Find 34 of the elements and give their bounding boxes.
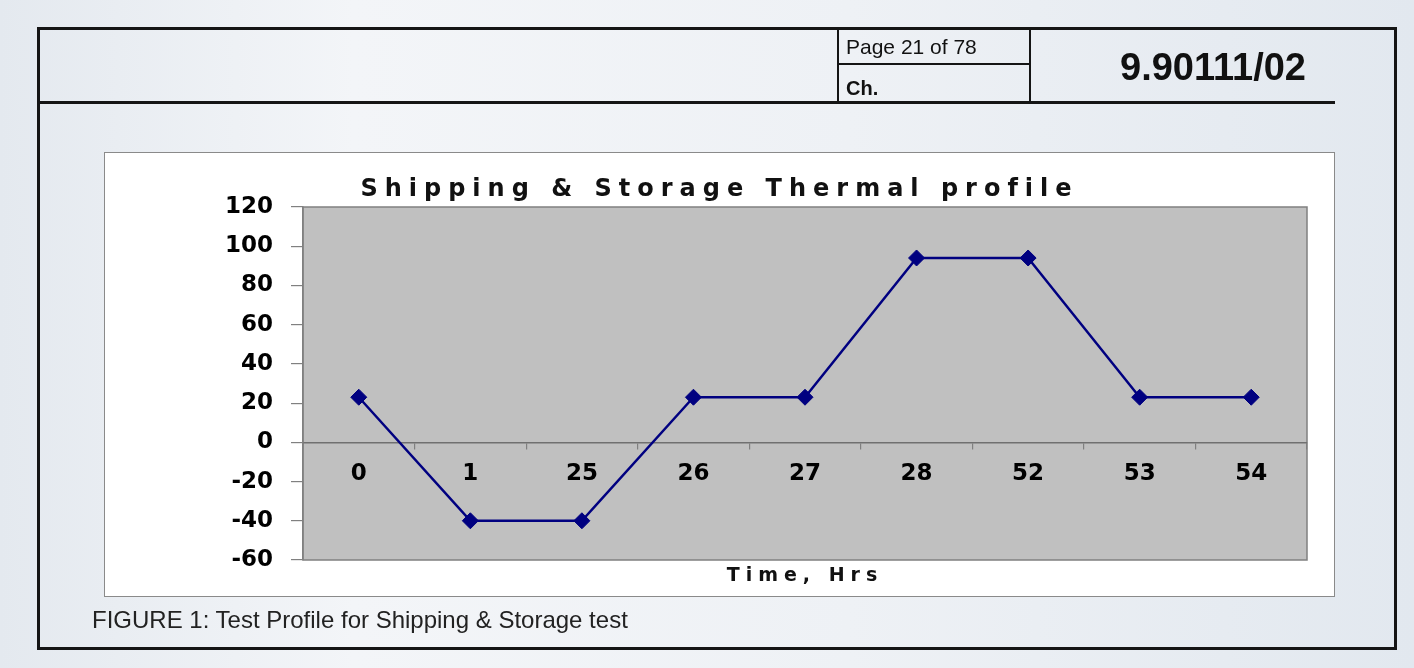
- point: [684, 388, 702, 406]
- y-tick-label: 100: [224, 231, 273, 258]
- x-tick-label: 27: [788, 459, 822, 486]
- x-tick-label: 25: [565, 459, 598, 486]
- y-tick-label: 120: [224, 191, 273, 218]
- x-tick-label: 52: [1012, 459, 1045, 486]
- y-tick-label: 80: [240, 270, 273, 297]
- x-tick-label: 53: [1123, 459, 1156, 486]
- caption: FIGURE 1: Test Profile for Shipping & Storage test: [92, 606, 628, 634]
- x-tick-label: 26: [677, 459, 710, 486]
- x-tick-label: 54: [1235, 459, 1268, 486]
- text: Ch.: [846, 76, 879, 100]
- chart-title: Shipping & Storage Thermal profile: [360, 174, 1079, 202]
- y-tick-label: -40: [231, 505, 273, 532]
- point: [461, 512, 479, 530]
- point: [1131, 388, 1149, 406]
- point: [1019, 249, 1037, 267]
- y-tick-label: 20: [240, 388, 273, 415]
- text: Page 21 of 78: [846, 35, 977, 59]
- y-tick-label: 40: [240, 348, 273, 375]
- y-tick-label: -60: [231, 544, 273, 571]
- point: [1242, 388, 1260, 406]
- x-tick-label: 28: [900, 459, 933, 486]
- point: [350, 388, 368, 406]
- point: [573, 512, 591, 530]
- point: [908, 249, 926, 267]
- point: [796, 388, 814, 406]
- x-tick-label: 1: [462, 459, 479, 486]
- x-tick-label: 0: [350, 459, 367, 486]
- y-tick-label: 60: [240, 309, 273, 336]
- text: 9.90111/02: [1119, 46, 1307, 88]
- x-axis-title: Time, Hrs: [725, 562, 885, 586]
- y-tick-label: -20: [231, 466, 273, 493]
- y-tick-label: 0: [256, 427, 273, 454]
